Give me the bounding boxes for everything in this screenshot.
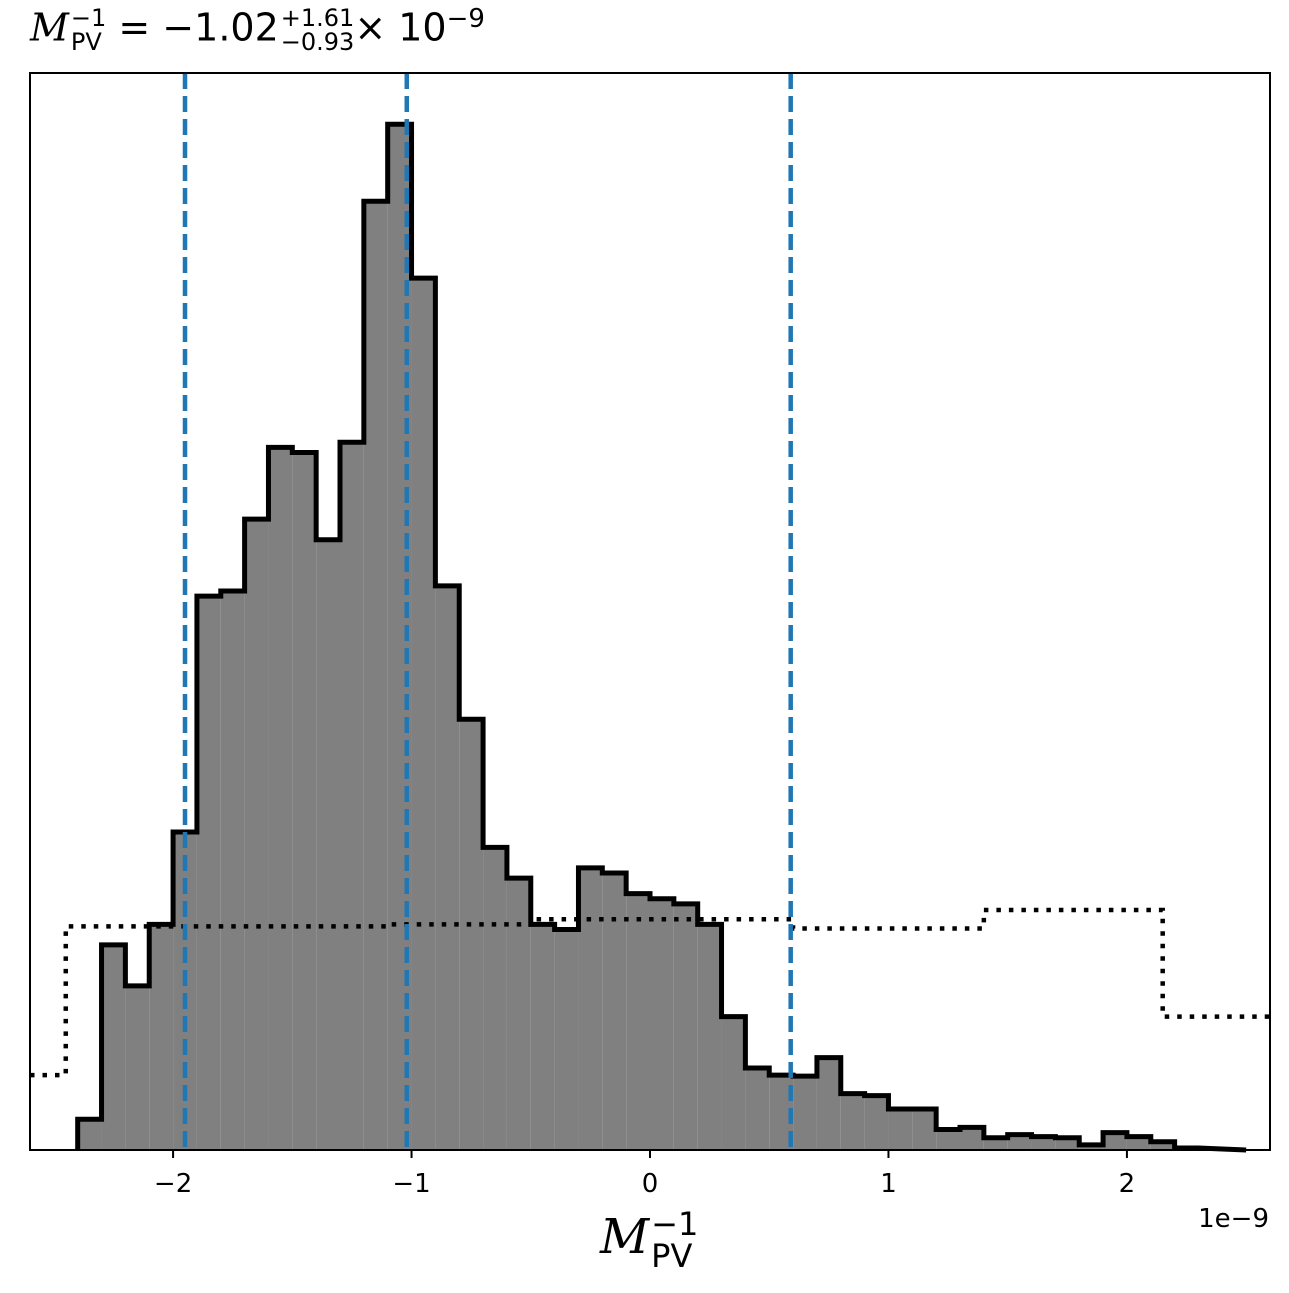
- histogram-bar: [626, 893, 650, 1150]
- histogram-bar: [721, 1016, 746, 1150]
- histogram-bar: [983, 1137, 1008, 1150]
- histogram-bar: [912, 1108, 937, 1150]
- x-axis-ticks: −2 −1 0 1 2: [154, 1150, 1135, 1199]
- histogram-bar: [244, 519, 269, 1150]
- histogram-bar: [602, 873, 627, 1150]
- histogram-bar: [1150, 1141, 1175, 1150]
- x-axis-label: M −1 PV: [600, 1208, 698, 1272]
- axes-frame: [29, 72, 1271, 1151]
- histogram-bar: [697, 924, 722, 1150]
- histogram-bar: [1007, 1134, 1032, 1150]
- histogram-bar: [459, 719, 484, 1150]
- histogram-bar: [292, 452, 317, 1150]
- histogram-bar: [888, 1108, 913, 1150]
- histogram-bar: [220, 590, 245, 1150]
- histogram-bar: [745, 1067, 770, 1150]
- title-minus-error: −0.93: [280, 28, 355, 57]
- histogram-bar: [196, 596, 221, 1150]
- title-symbol-sup: −1: [70, 4, 107, 33]
- histogram-bar: [554, 929, 579, 1150]
- xlabel-sup: −1: [651, 1205, 699, 1243]
- histogram-bar: [650, 898, 674, 1150]
- histogram-bar: [268, 447, 293, 1150]
- histogram-bar: [960, 1127, 984, 1150]
- histogram-outline: [75, 121, 1247, 1153]
- plot-area: [30, 73, 1270, 1153]
- histogram-bar: [936, 1129, 960, 1150]
- title-plus-error: +1.61: [280, 4, 355, 33]
- xlabel-sub: PV: [651, 1237, 693, 1275]
- histogram-bar: [840, 1093, 865, 1150]
- histogram-bar: [578, 867, 603, 1150]
- x-axis-offset-text: 1e−9: [1198, 1204, 1269, 1234]
- histogram-bar: [77, 1119, 102, 1150]
- histogram-bar: [173, 832, 197, 1150]
- histogram-bar: [816, 1057, 841, 1150]
- x-tick-label: −1: [392, 1169, 430, 1199]
- histogram-bar: [1031, 1136, 1056, 1150]
- histogram-bar: [363, 201, 388, 1150]
- prior-step-line: [30, 907, 1270, 1078]
- histogram-bar: [101, 944, 126, 1150]
- histogram-bar: [411, 278, 436, 1151]
- histogram-bar: [793, 1076, 817, 1150]
- histogram-bar: [506, 878, 531, 1150]
- histogram-bar: [1103, 1132, 1127, 1150]
- title-value: = −1.02: [106, 5, 279, 50]
- title-symbol-scripts: −1 PV: [71, 6, 106, 54]
- histogram-bar: [530, 924, 555, 1150]
- histogram-bar: [673, 903, 698, 1150]
- histogram-bar: [1126, 1136, 1151, 1150]
- histogram-bar: [125, 985, 150, 1150]
- x-tick-label: 1: [880, 1169, 897, 1199]
- histogram-bar: [1079, 1144, 1104, 1150]
- histogram-bar: [769, 1075, 794, 1150]
- title-exponent: −9: [446, 4, 485, 34]
- xlabel-scripts: −1 PV: [651, 1208, 698, 1272]
- xlabel-symbol: M: [600, 1209, 650, 1265]
- histogram-bar: [316, 539, 340, 1150]
- title-symbol-sub: PV: [70, 28, 102, 57]
- x-tick-label: 2: [1119, 1169, 1136, 1199]
- histogram-bar: [1055, 1137, 1080, 1150]
- title-errors: +1.61 −0.93: [281, 6, 355, 54]
- histogram-bar: [435, 585, 460, 1150]
- histogram-bar: [864, 1095, 889, 1150]
- chart-title: M −1 PV = −1.02 +1.61 −0.93 × 10−9: [30, 4, 485, 54]
- title-times: × 10: [354, 5, 447, 50]
- histogram-bar: [483, 847, 507, 1150]
- histogram-bar: [149, 924, 174, 1150]
- histogram-bar: [340, 442, 364, 1150]
- title-symbol: M: [30, 5, 69, 50]
- x-tick-label: 0: [642, 1169, 659, 1199]
- x-tick-label: −2: [154, 1169, 192, 1199]
